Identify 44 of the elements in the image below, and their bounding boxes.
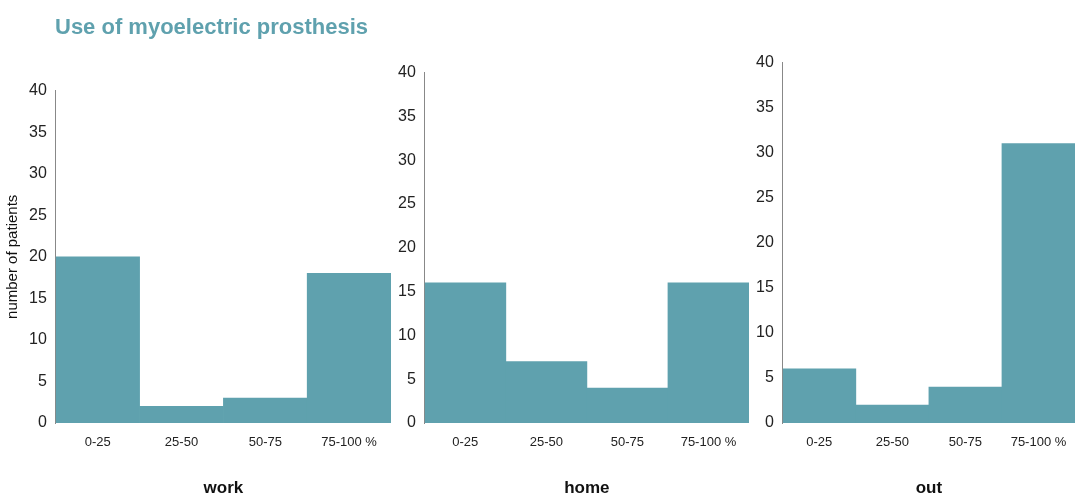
x-axis-title: work	[202, 478, 244, 498]
y-tick-label: 10	[398, 325, 416, 343]
x-tick-label: 75-100 %	[680, 434, 737, 450]
y-tick-label: 20	[29, 247, 47, 265]
y-tick-label: 10	[29, 330, 47, 348]
x-tick-label: 75-100 %	[1010, 434, 1067, 450]
chart-title: Use of myoelectric prosthesis	[55, 14, 369, 40]
y-tick-label: 0	[37, 413, 47, 431]
y-tick-label: 25	[756, 188, 774, 206]
y-axis-title: number of patients	[3, 194, 21, 319]
y-tick-label: 20	[756, 233, 774, 251]
x-tick-label: 0-25	[806, 434, 833, 450]
y-tick-label: 35	[398, 106, 416, 124]
x-tick-label: 25-50	[529, 434, 563, 450]
y-tick-label: 5	[37, 371, 47, 389]
y-tick-label: 15	[756, 278, 774, 296]
y-tick-label: 40	[29, 81, 47, 99]
x-tick-label: 25-50	[875, 434, 909, 450]
y-tick-label: 15	[29, 288, 47, 306]
y-tick-label: 30	[756, 143, 774, 161]
y-tick-label: 25	[29, 205, 47, 223]
y-tick-label: 40	[756, 53, 774, 71]
y-tick-label: 40	[398, 63, 416, 81]
y-tick-label: 0	[764, 413, 774, 431]
y-tick-label: 35	[756, 98, 774, 116]
x-tick-label: 0-25	[452, 434, 479, 450]
x-tick-label: 25-50	[164, 434, 199, 450]
y-tick-label: 25	[398, 194, 416, 212]
y-tick-label: 5	[764, 368, 774, 386]
x-axis-title: home	[564, 478, 610, 498]
y-tick-label: 20	[398, 238, 416, 256]
x-tick-label: 50-75	[610, 434, 645, 450]
x-tick-label: 0-25	[84, 434, 111, 450]
y-tick-label: 10	[756, 323, 774, 341]
y-tick-label: 30	[29, 164, 47, 182]
x-tick-label: 75-100 %	[321, 434, 378, 450]
x-tick-label: 50-75	[948, 434, 983, 450]
y-tick-label: 15	[398, 282, 416, 300]
y-tick-label: 0	[406, 413, 416, 431]
y-tick-label: 5	[406, 369, 416, 387]
y-tick-label: 30	[398, 150, 416, 168]
x-axis-title: out	[915, 478, 943, 498]
x-tick-label: 50-75	[248, 434, 282, 450]
y-tick-label: 35	[29, 122, 47, 140]
